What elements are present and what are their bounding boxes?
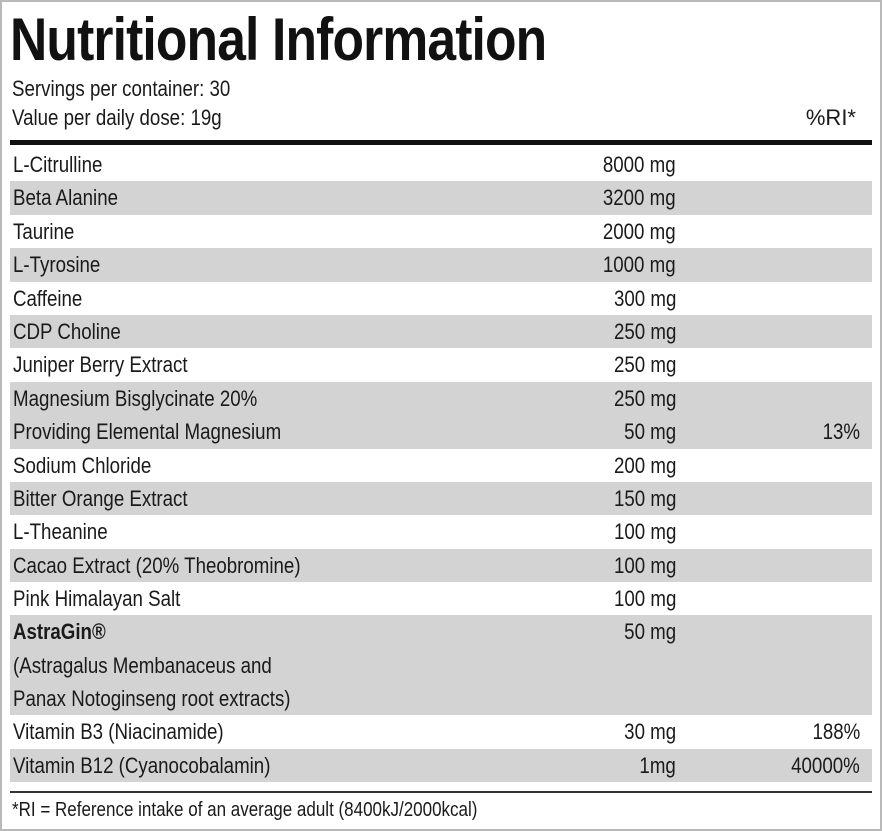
table-row: Providing Elemental Magnesium 50 mg 13% — [10, 415, 872, 449]
nutrient-amount: 8000 mg — [603, 152, 676, 177]
nutrient-table: L-Citrulline 8000 mg Beta Alanine 3200 m… — [10, 148, 872, 783]
nutrient-amount: 50 mg — [624, 619, 676, 645]
table-row: Sodium Chloride 200 mg — [10, 449, 872, 482]
table-row: L-Citrulline 8000 mg — [10, 148, 872, 181]
table-row: Vitamin B3 (Niacinamide) 30 mg 188% — [10, 715, 872, 748]
astragin-description-line: (Astragalus Membanaceus and — [13, 652, 272, 678]
table-row: Magnesium Bisglycinate 20% 250 mg — [10, 381, 872, 416]
nutrient-amount: 3200 mg — [603, 185, 676, 211]
nutrient-name: Providing Elemental Magnesium — [13, 419, 282, 445]
header-divider — [10, 140, 872, 145]
nutrient-ri: 188% — [812, 719, 860, 745]
nutrient-name: Bitter Orange Extract — [13, 485, 188, 511]
nutrient-name: Sodium Chloride — [13, 452, 152, 478]
nutrient-amount: 100 mg — [613, 552, 676, 578]
nutrient-ri: 13% — [822, 419, 860, 445]
table-row: Bitter Orange Extract 150 mg — [10, 481, 872, 516]
nutrient-ri: 40000% — [791, 752, 860, 778]
nutrient-amount: 30 mg — [624, 719, 676, 745]
nutrient-amount: 100 mg — [613, 586, 676, 612]
table-row: Caffeine 300 mg — [10, 282, 872, 315]
astragin-description-line: Panax Notoginseng root extracts) — [13, 686, 291, 712]
footer-divider — [10, 791, 872, 793]
page-title: Nutritional Information — [10, 6, 547, 73]
nutrient-amount: 1000 mg — [603, 252, 676, 278]
astragin-name-block: AstraGin® (Astragalus Membanaceus and Pa… — [13, 615, 291, 715]
footnote: *RI = Reference intake of an average adu… — [12, 799, 478, 821]
servings-line: Servings per container: 30 — [12, 76, 231, 101]
table-row-astragin: AstraGin® (Astragalus Membanaceus and Pa… — [10, 615, 872, 716]
nutrient-name: Vitamin B12 (Cyanocobalamin) — [13, 752, 271, 778]
nutrient-amount: 50 mg — [624, 419, 676, 445]
nutrient-name: Caffeine — [13, 285, 83, 311]
nutrient-name: CDP Choline — [13, 318, 121, 344]
table-row: Taurine 2000 mg — [10, 215, 872, 248]
nutrient-amount: 100 mg — [613, 519, 676, 545]
nutrient-name: L-Theanine — [13, 519, 108, 545]
table-row: Cacao Extract (20% Theobromine) 100 mg — [10, 548, 872, 583]
nutrient-name: Cacao Extract (20% Theobromine) — [13, 552, 301, 578]
nutrient-amount: 1mg — [639, 752, 676, 778]
nutrient-amount: 250 mg — [613, 318, 676, 344]
nutrient-name: Pink Himalayan Salt — [13, 586, 181, 612]
ri-column-header: %RI* — [805, 105, 856, 130]
nutrient-name: Vitamin B3 (Niacinamide) — [13, 719, 224, 745]
nutrient-amount: 300 mg — [613, 285, 676, 311]
nutrient-name: L-Tyrosine — [13, 252, 101, 278]
dose-line: Value per daily dose: 19g — [12, 105, 222, 130]
table-row: L-Tyrosine 1000 mg — [10, 248, 872, 282]
nutrient-amount: 150 mg — [613, 485, 676, 511]
table-row: Juniper Berry Extract 250 mg — [10, 348, 872, 381]
nutrient-amount: 250 mg — [613, 352, 676, 378]
nutrient-name: Magnesium Bisglycinate 20% — [13, 385, 258, 411]
nutrient-amount: 2000 mg — [603, 218, 676, 244]
nutrient-name: Beta Alanine — [13, 185, 119, 211]
nutrient-amount: 250 mg — [613, 385, 676, 411]
nutrient-name: Taurine — [13, 218, 75, 244]
table-row: Vitamin B12 (Cyanocobalamin) 1mg 40000% — [10, 748, 872, 783]
nutrient-name: Juniper Berry Extract — [13, 352, 188, 378]
table-row: CDP Choline 250 mg — [10, 314, 872, 349]
table-row: Beta Alanine 3200 mg — [10, 181, 872, 215]
nutrient-name: L-Citrulline — [13, 152, 103, 177]
table-row: Pink Himalayan Salt 100 mg — [10, 582, 872, 615]
nutrient-amount: 200 mg — [613, 452, 676, 478]
table-row: L-Theanine 100 mg — [10, 515, 872, 548]
astragin-brand: AstraGin® — [13, 619, 106, 645]
